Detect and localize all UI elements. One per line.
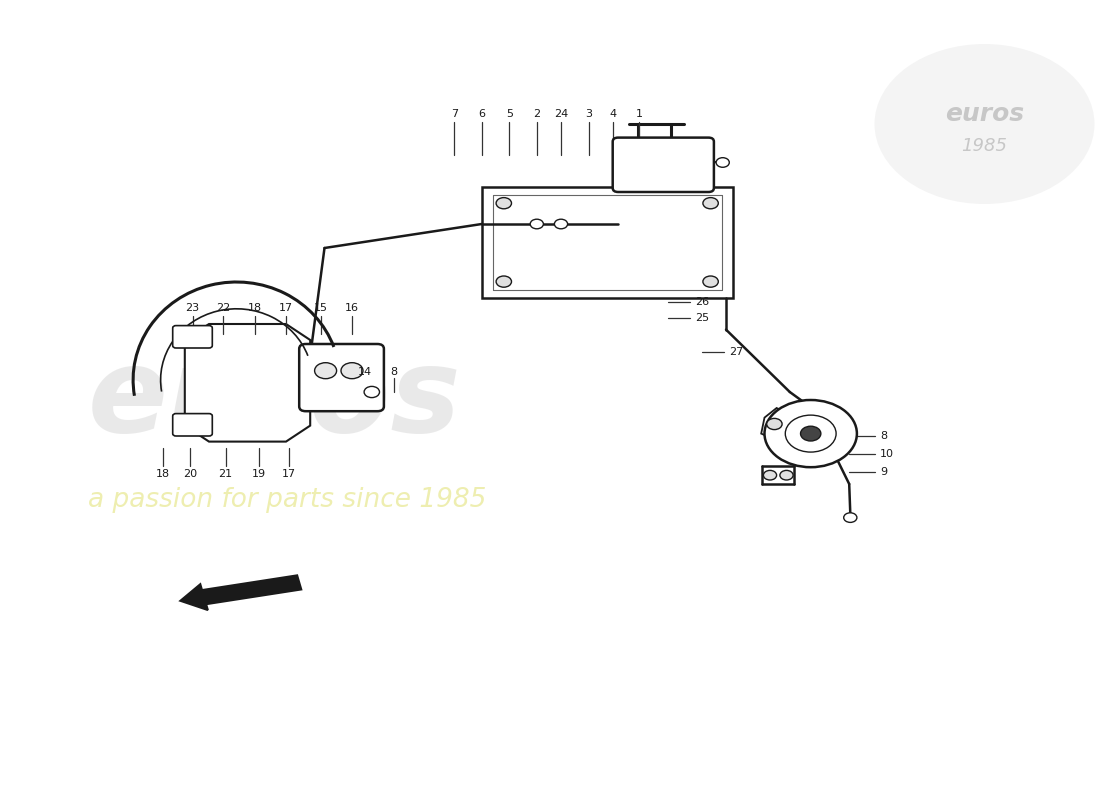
FancyBboxPatch shape — [299, 344, 384, 411]
Text: 27: 27 — [729, 347, 744, 357]
Text: 20: 20 — [184, 469, 197, 478]
Text: 18: 18 — [156, 469, 169, 478]
Text: 26: 26 — [695, 298, 710, 307]
Text: 3: 3 — [585, 109, 592, 118]
Circle shape — [801, 426, 821, 441]
Circle shape — [703, 198, 718, 209]
Text: euros: euros — [945, 102, 1024, 126]
Text: 10: 10 — [880, 450, 894, 459]
FancyBboxPatch shape — [173, 326, 212, 348]
Text: 1: 1 — [636, 109, 642, 118]
Circle shape — [554, 219, 568, 229]
Polygon shape — [761, 408, 790, 438]
Text: 21: 21 — [219, 469, 232, 478]
Circle shape — [785, 415, 836, 452]
Circle shape — [716, 158, 729, 167]
Circle shape — [767, 418, 782, 430]
Text: a passion for parts since 1985: a passion for parts since 1985 — [88, 487, 486, 513]
Circle shape — [315, 362, 337, 378]
Text: 4: 4 — [609, 109, 616, 118]
Circle shape — [496, 198, 512, 209]
FancyBboxPatch shape — [173, 414, 212, 436]
Text: 8: 8 — [880, 431, 887, 441]
Text: euros: euros — [88, 342, 462, 458]
Text: 16: 16 — [345, 303, 359, 313]
Text: 1985: 1985 — [961, 137, 1008, 154]
FancyArrow shape — [180, 575, 301, 610]
Circle shape — [341, 362, 363, 378]
Text: 15: 15 — [315, 303, 328, 313]
Circle shape — [764, 400, 857, 467]
Text: 19: 19 — [252, 469, 265, 478]
Circle shape — [496, 276, 512, 287]
Circle shape — [780, 470, 793, 480]
Text: 9: 9 — [880, 467, 887, 477]
Text: 25: 25 — [695, 314, 710, 323]
Text: 17: 17 — [283, 469, 296, 478]
Text: 17: 17 — [279, 303, 293, 313]
Circle shape — [530, 219, 543, 229]
Text: 5: 5 — [506, 109, 513, 118]
Circle shape — [364, 386, 380, 398]
Circle shape — [763, 470, 777, 480]
Text: 6: 6 — [478, 109, 485, 118]
Text: 23: 23 — [186, 303, 199, 313]
Text: 18: 18 — [249, 303, 262, 313]
Polygon shape — [185, 324, 310, 442]
Text: 8: 8 — [390, 367, 397, 377]
Text: 14: 14 — [359, 367, 372, 377]
Circle shape — [874, 44, 1094, 204]
Text: 7: 7 — [451, 109, 458, 118]
Text: 2: 2 — [534, 109, 540, 118]
Circle shape — [844, 513, 857, 522]
Circle shape — [703, 276, 718, 287]
Bar — [482, 187, 733, 298]
FancyBboxPatch shape — [613, 138, 714, 192]
Text: 22: 22 — [217, 303, 230, 313]
Text: 24: 24 — [554, 109, 568, 118]
